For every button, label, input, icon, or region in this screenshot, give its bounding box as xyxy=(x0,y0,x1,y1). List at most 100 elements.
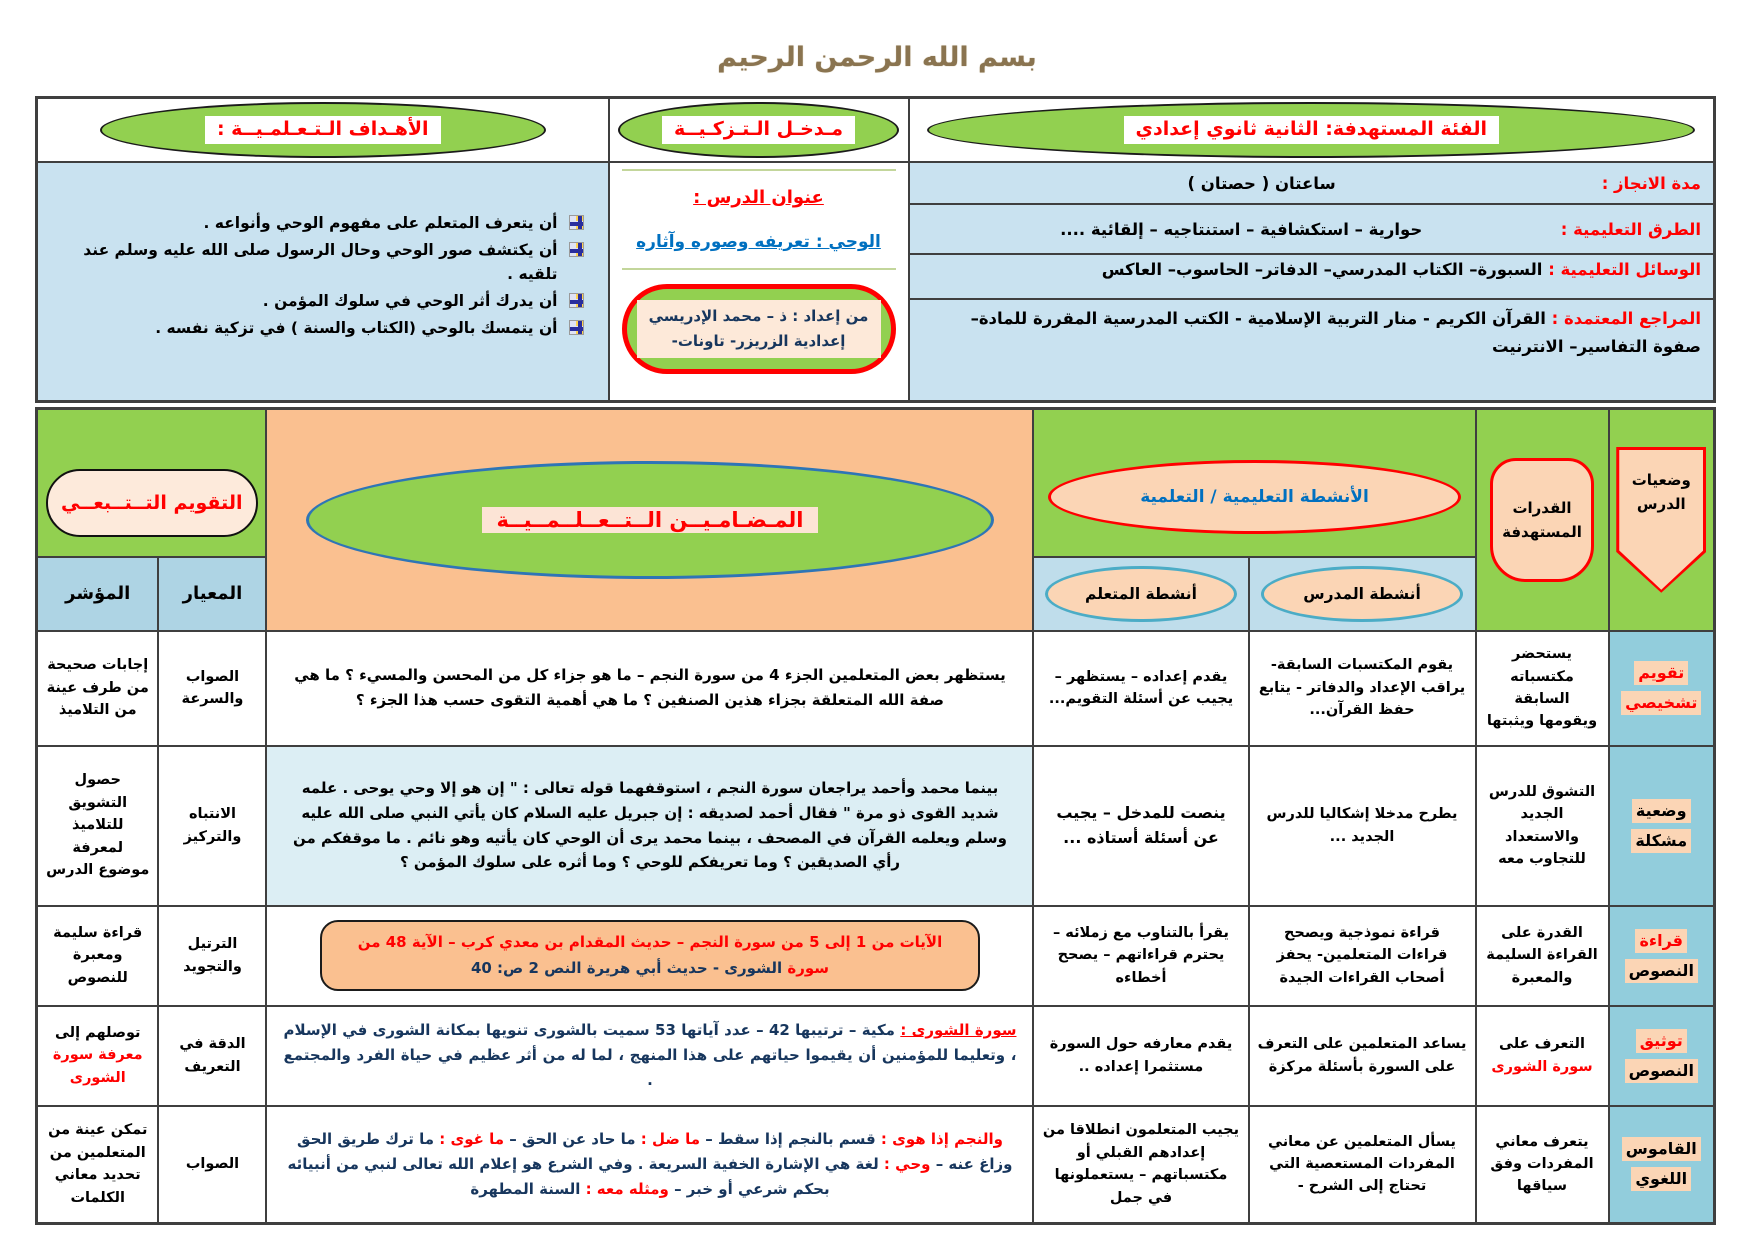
stage-word: النصوص xyxy=(1624,1058,1698,1083)
stage-word: مشكلة xyxy=(1631,828,1692,853)
references-row: المراجع المعتمدة : القرآن الكريم - منار … xyxy=(909,300,1713,400)
learner-activities-header-cell: أنشطة المتعلم xyxy=(1032,555,1250,632)
evaluation-badge: التقويم التــتــبعــي xyxy=(45,468,258,537)
objective-text: أن يكتشف صور الوحي وحال الرسول صلى الله … xyxy=(83,241,558,284)
objectives-cell: أن يتعرف المتعلم على مفهوم الوحي وأنواعه… xyxy=(35,161,610,403)
stage-cell-documentation: توثيق النصوص xyxy=(1607,1004,1716,1107)
lesson-info-cell: مدة الانجاز : ساعتان ( حصتان ) الطرق الت… xyxy=(907,161,1716,403)
indicator-cell: قراءة سليمة ومعبرة للنصوص xyxy=(35,904,160,1007)
vocab-definition: قسم بالنجم إذا سقط – xyxy=(700,1130,876,1149)
top-header-table: الفئة المستهدفة: الثانية ثانوي إعدادي مـ… xyxy=(35,96,1716,403)
stage-word: تشخيصي xyxy=(1621,691,1702,715)
teacher-activity-cell: يسأل المتعلمين عن معاني المفردات المستعص… xyxy=(1247,1104,1477,1225)
bismillah-calligraphy: بسم الله الرحمن الرحيم xyxy=(717,42,1037,73)
stage-word: القاموس xyxy=(1621,1137,1701,1162)
content-cell: الآيات من 1 إلى 5 من سورة النجم – حديث ا… xyxy=(265,904,1035,1007)
activities-header-cell: الأنشطة التعليمية / التعلمية xyxy=(1032,407,1477,558)
criterion-cell: الصواب والسرعة xyxy=(157,629,268,747)
header-content-row: مدة الانجاز : ساعتان ( حصتان ) الطرق الت… xyxy=(35,161,1716,403)
objectives-list: أن يتعرف المتعلم على مفهوم الوحي وأنواعه… xyxy=(52,211,588,340)
capacity-cell: التعرف على سورة الشورى xyxy=(1474,1004,1610,1107)
vocab-term: ما غوى : xyxy=(434,1130,505,1149)
texts-reference-main: الآيات من 1 إلى 5 من سورة النجم – حديث ا… xyxy=(357,933,943,977)
capacity-cell: القدرة على القراءة السليمة والمعبرة xyxy=(1474,904,1610,1007)
content-cell: والنجم إذا هوى : قسم بالنجم إذا سقط – ما… xyxy=(265,1104,1035,1225)
duration-label: مدة الانجاز : xyxy=(1601,173,1701,193)
stage-word: وضعية xyxy=(1631,798,1691,823)
contents-header-label: المـضـامـيــن الــتــعــلــمــيــة xyxy=(482,506,818,533)
stages-header-label: وضعيات الدرس xyxy=(1619,449,1704,590)
objective-bullet-icon xyxy=(568,215,584,230)
header-ovals-row: الفئة المستهدفة: الثانية ثانوي إعدادي مـ… xyxy=(35,96,1716,163)
author-box: من إعداد : ذ – محمد الإدريسي إعدادية الز… xyxy=(636,300,881,358)
contents-ellipse: المـضـامـيــن الــتــعــلــمــيــة xyxy=(305,460,995,579)
stage-cell-diagnostic: تقويم تشخيصي xyxy=(1607,629,1716,747)
entry-label: مـدخـل الـتـزكـيــة xyxy=(662,116,856,144)
references-value: القرآن الكريم - منار التربية الإسلامية -… xyxy=(970,309,1701,357)
learner-activity-cell: يقرأ بالتناوب مع زملائه – يحترم قراءاتهم… xyxy=(1032,904,1250,1007)
teacher-activities-header-cell: أنشطة المدرس xyxy=(1247,555,1477,632)
texts-reference-box: الآيات من 1 إلى 5 من سورة النجم – حديث ا… xyxy=(320,920,980,991)
indicator-cell: حصول التشويق للتلاميذ لمعرفة موضوع الدرس xyxy=(35,744,160,907)
lesson-title: الوحي : تعريفه وصوره وآثاره xyxy=(636,232,881,252)
stage-cell-reading: قراءة النصوص xyxy=(1607,904,1716,1007)
surah-term: سورة الشورى : xyxy=(900,1021,1017,1040)
objective-bullet-icon xyxy=(568,242,584,258)
objective-item: أن يدرك أثر الوحي في سلوك المؤمن . xyxy=(52,289,588,313)
learner-activity-cell: يقدم معارفه حول السورة مستثمرا إعداده .. xyxy=(1032,1004,1250,1107)
author-name: من إعداد : ذ – محمد الإدريسي xyxy=(648,307,869,325)
teacher-activities-ellipse: أنشطة المدرس xyxy=(1260,565,1464,622)
criterion-cell: الصواب xyxy=(157,1104,268,1225)
criterion-header-cell: المعيار xyxy=(157,555,268,632)
target-group-label: الفئة المستهدفة: الثانية ثانوي إعدادي xyxy=(1123,116,1499,144)
texts-reference-extra: الشورى - حديث أبي هريرة النص 2 ص: 40 xyxy=(470,958,783,977)
stage-cell-lexicon: القاموس اللغوي xyxy=(1607,1104,1716,1225)
objective-text: أن يدرك أثر الوحي في سلوك المؤمن . xyxy=(262,292,558,311)
stage-word: تقويم xyxy=(1634,661,1689,685)
indicator-header-cell: المؤشر xyxy=(35,555,160,632)
content-cell: يستظهر بعض المتعلمين الجزء 4 من سورة الن… xyxy=(265,629,1035,747)
learner-activity-cell: يجيب المتعلمون انطلاقا من إعدادهم القبلي… xyxy=(1032,1104,1250,1225)
stages-arrow-shape: وضعيات الدرس xyxy=(1616,446,1707,593)
vocab-term: ومثله معه : xyxy=(580,1179,669,1198)
entry-cell: مـدخـل الـتـزكـيــة xyxy=(607,96,910,163)
author-school: إعدادية الزريزر- تاونات- xyxy=(671,331,846,350)
table-row: تقويم تشخيصي يستحضر مكتسباته السابقة ويق… xyxy=(35,629,1716,747)
content-cell: بينما محمد وأحمد يراجعان سورة النجم ، اس… xyxy=(265,744,1035,907)
content-cell: سورة الشورى : مكية – ترتيبها 42 – عدد آي… xyxy=(265,1004,1035,1107)
learner-activities-ellipse: أنشطة المتعلم xyxy=(1045,565,1237,622)
stage-word: توثيق xyxy=(1635,1028,1687,1053)
indicator-cell: تمكن عينة من المتعلمين من تحديد معاني ال… xyxy=(35,1104,160,1225)
vocab-term: والنجم إذا هوى : xyxy=(875,1130,1003,1149)
criterion-cell: الانتباه والتركيز xyxy=(157,744,268,907)
objectives-title-cell: الأهـداف الـتـعـلمـيــة : xyxy=(35,96,610,163)
contents-header-cell: المـضـامـيــن الــتــعــلــمــيــة xyxy=(265,407,1035,632)
aids-value: السبورة– الكتاب المدرسي– الدفاتر– الحاسو… xyxy=(1101,260,1549,279)
lesson-stages-table: وضعيات الدرس القدرات المستهدفة الأنشطة ا… xyxy=(34,407,1716,1225)
duration-row: مدة الانجاز : ساعتان ( حصتان ) xyxy=(909,163,1713,205)
teacher-activity-cell: يطرح مدخلا إشكاليا للدرس الجديد ... xyxy=(1247,744,1477,907)
surah-definition: مكية – ترتيبها 42 – عدد آياتها 53 سميت ب… xyxy=(283,1021,1017,1089)
objective-bullet-icon xyxy=(568,320,584,336)
capacity-cell: يتعرف معاني المفردات وفق سياقها xyxy=(1474,1104,1610,1225)
target-group-oval: الفئة المستهدفة: الثانية ثانوي إعدادي xyxy=(927,102,1696,158)
capacities-shape: القدرات المستهدفة xyxy=(1490,457,1594,582)
vocab-definition: لغة هي الإشارة الخفية السريعة . وفي الشر… xyxy=(287,1154,879,1198)
stage-cell-problem: وضعية مشكلة xyxy=(1607,744,1716,907)
stage-word: قراءة xyxy=(1635,928,1688,953)
divider-line xyxy=(621,169,896,171)
indicator-highlight: معرفة سورة الشورى xyxy=(52,1047,143,1086)
references-label: المراجع المعتمدة : xyxy=(1551,309,1701,328)
methods-value: حوارية – استكشافية – استنتاجيه – إلقائية… xyxy=(1060,219,1423,239)
teacher-activity-cell: قراءة نموذجية ويصحح قراءات المتعلمين- يح… xyxy=(1247,904,1477,1007)
stages-header-cell: وضعيات الدرس xyxy=(1607,407,1716,632)
activities-ellipse: الأنشطة التعليمية / التعلمية xyxy=(1047,459,1462,534)
vocab-definition: ما ترك طريق الحق وزاغ عنه – xyxy=(297,1130,1013,1173)
objectives-oval: الأهـداف الـتـعـلمـيــة : xyxy=(99,102,546,158)
lesson-title-label: عنوان الدرس : xyxy=(693,187,824,208)
main-header-row-1: وضعيات الدرس القدرات المستهدفة الأنشطة ا… xyxy=(35,407,1716,632)
target-group-cell: الفئة المستهدفة: الثانية ثانوي إعدادي xyxy=(907,96,1716,163)
vocab-definition: ما حاد عن الحق – xyxy=(504,1130,636,1149)
learner-activity-cell: يقدم إعداده – يستظهر – يجيب عن أسئلة الت… xyxy=(1032,629,1250,747)
methods-row: الطرق التعليمية : حوارية – استكشافية – ا… xyxy=(909,205,1713,255)
